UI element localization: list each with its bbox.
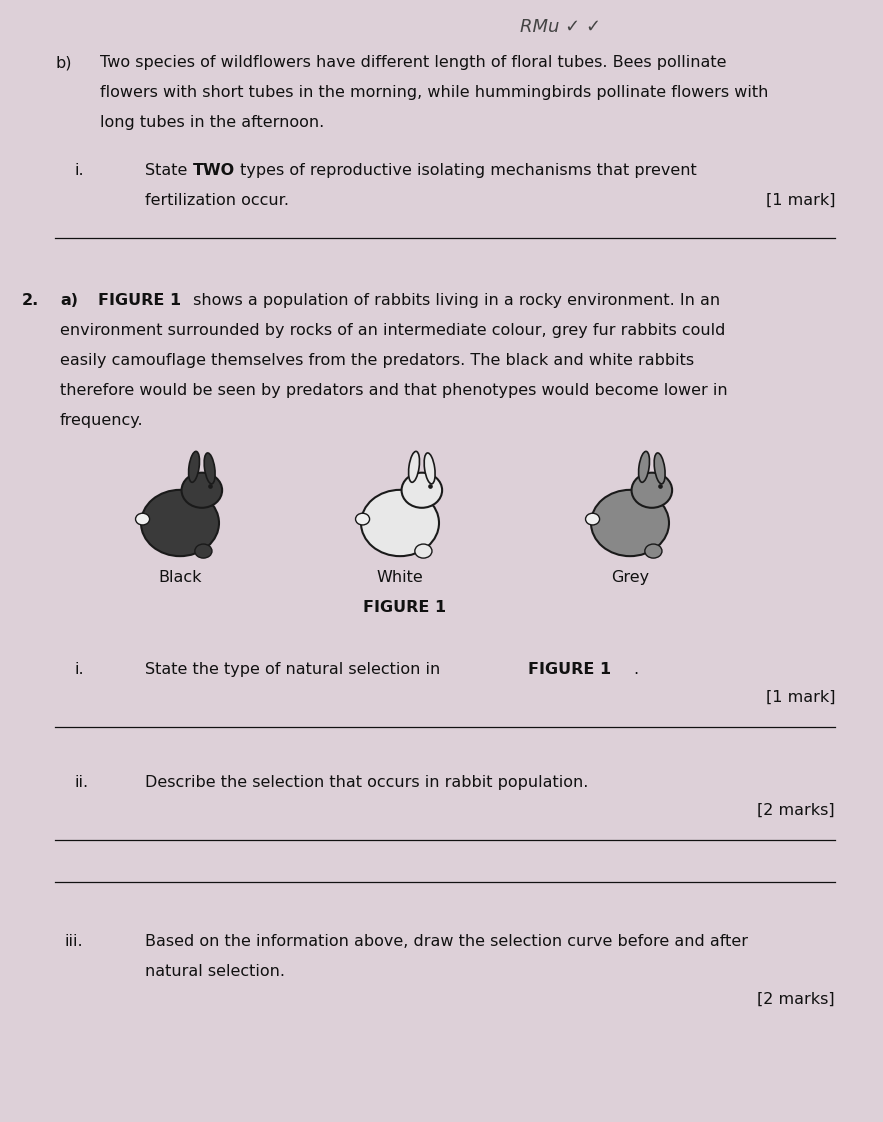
Text: i.: i. <box>75 662 85 677</box>
Ellipse shape <box>638 451 650 482</box>
Text: environment surrounded by rocks of an intermediate colour, grey fur rabbits coul: environment surrounded by rocks of an in… <box>60 323 725 338</box>
Text: [2 marks]: [2 marks] <box>758 992 835 1006</box>
Ellipse shape <box>361 490 439 557</box>
Text: Based on the information above, draw the selection curve before and after: Based on the information above, draw the… <box>145 934 748 949</box>
Text: State the type of natural selection in: State the type of natural selection in <box>145 662 445 677</box>
Ellipse shape <box>409 451 419 482</box>
Text: Two species of wildflowers have different length of floral tubes. Bees pollinate: Two species of wildflowers have differen… <box>100 55 727 70</box>
Ellipse shape <box>631 472 672 508</box>
Ellipse shape <box>195 544 212 558</box>
Text: TWO: TWO <box>192 163 235 178</box>
Text: a): a) <box>60 293 78 309</box>
Ellipse shape <box>135 513 149 525</box>
Ellipse shape <box>204 453 215 484</box>
Text: iii.: iii. <box>65 934 84 949</box>
Text: FIGURE 1: FIGURE 1 <box>98 293 181 309</box>
Text: FIGURE 1: FIGURE 1 <box>364 600 447 615</box>
Ellipse shape <box>356 513 370 525</box>
Text: flowers with short tubes in the morning, while hummingbirds pollinate flowers wi: flowers with short tubes in the morning,… <box>100 85 768 100</box>
Text: i.: i. <box>75 163 85 178</box>
Text: natural selection.: natural selection. <box>145 964 285 978</box>
Ellipse shape <box>141 490 219 557</box>
Text: FIGURE 1: FIGURE 1 <box>528 662 611 677</box>
Ellipse shape <box>591 490 669 557</box>
Ellipse shape <box>402 472 442 508</box>
Ellipse shape <box>424 453 435 484</box>
Text: frequency.: frequency. <box>60 413 144 427</box>
Text: long tubes in the afternoon.: long tubes in the afternoon. <box>100 114 324 130</box>
Text: [1 mark]: [1 mark] <box>766 193 835 208</box>
Text: ii.: ii. <box>75 775 89 790</box>
Text: easily camouflage themselves from the predators. The black and white rabbits: easily camouflage themselves from the pr… <box>60 353 694 368</box>
Text: fertilization occur.: fertilization occur. <box>145 193 289 208</box>
Text: types of reproductive isolating mechanisms that prevent: types of reproductive isolating mechanis… <box>235 163 697 178</box>
Text: Describe the selection that occurs in rabbit population.: Describe the selection that occurs in ra… <box>145 775 588 790</box>
Ellipse shape <box>654 453 665 484</box>
Text: Black: Black <box>158 570 201 585</box>
Text: [2 marks]: [2 marks] <box>758 803 835 818</box>
Text: 2.: 2. <box>22 293 39 309</box>
Ellipse shape <box>585 513 600 525</box>
Text: [1 mark]: [1 mark] <box>766 690 835 705</box>
Ellipse shape <box>645 544 662 558</box>
Text: therefore would be seen by predators and that phenotypes would become lower in: therefore would be seen by predators and… <box>60 383 728 398</box>
Text: State: State <box>145 163 192 178</box>
Text: RMu ✓ ✓: RMu ✓ ✓ <box>520 18 601 36</box>
Ellipse shape <box>189 451 200 482</box>
Text: .: . <box>633 662 638 677</box>
Text: b): b) <box>55 55 72 70</box>
Text: White: White <box>377 570 423 585</box>
Ellipse shape <box>415 544 432 558</box>
Text: Grey: Grey <box>611 570 649 585</box>
Text: shows a population of rabbits living in a rocky environment. In an: shows a population of rabbits living in … <box>188 293 721 309</box>
Ellipse shape <box>182 472 223 508</box>
